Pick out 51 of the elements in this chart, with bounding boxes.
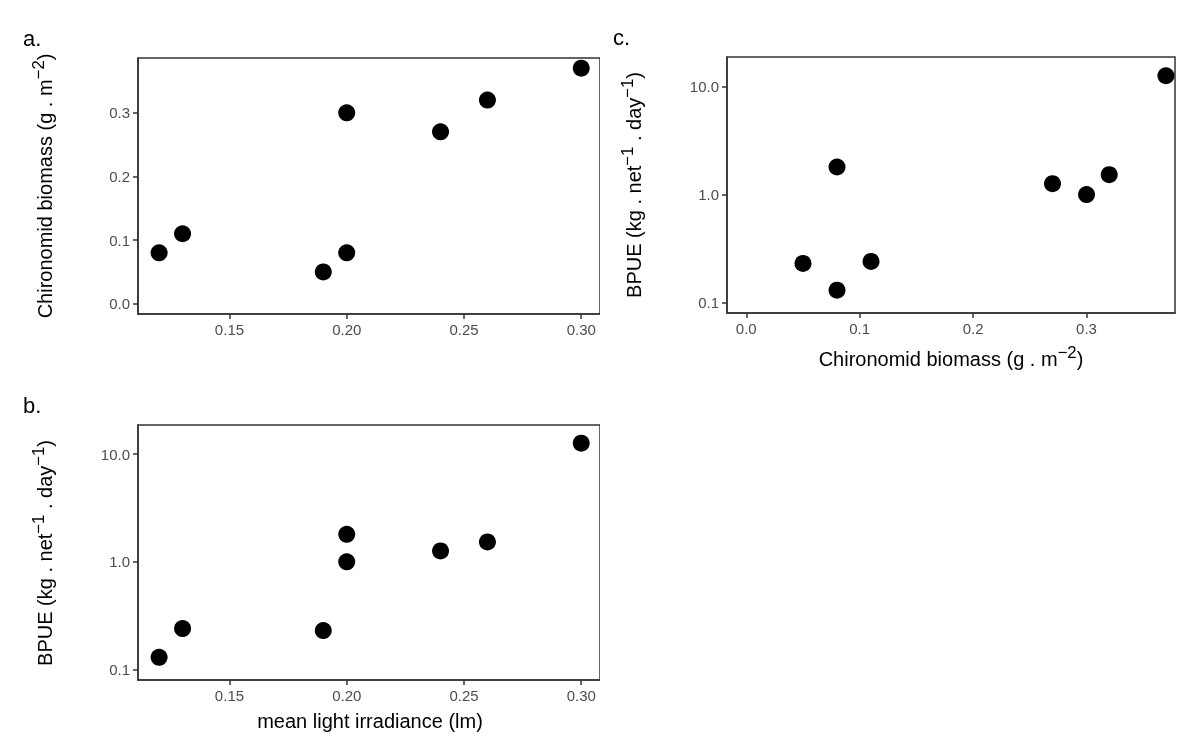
point bbox=[338, 553, 356, 571]
y-tick-label: 0.1 bbox=[109, 231, 130, 249]
point bbox=[1100, 166, 1118, 184]
point bbox=[572, 59, 590, 77]
point bbox=[174, 620, 192, 638]
y-tick-label: 10.0 bbox=[689, 78, 719, 96]
x-axis-title: Chironomid biomass (g . m$^{−2}$) bbox=[817, 343, 1085, 371]
y-tick-label: 0.2 bbox=[109, 167, 130, 185]
y-tick-label: 1.0 bbox=[698, 186, 719, 204]
x-tick-label: 0.1 bbox=[849, 320, 871, 337]
point bbox=[314, 622, 332, 640]
chart-title: c. bbox=[613, 24, 631, 50]
point bbox=[432, 123, 450, 141]
y-tick-label: 0.1 bbox=[109, 661, 130, 679]
y-tick-label: 1.0 bbox=[109, 553, 130, 571]
x-tick-label: 0.15 bbox=[214, 321, 245, 338]
x-tick-label: 0.20 bbox=[332, 321, 362, 338]
point bbox=[338, 104, 356, 122]
x-tick-label: 0.15 bbox=[214, 687, 245, 704]
point bbox=[828, 158, 846, 176]
point bbox=[478, 91, 496, 109]
y-tick-label: 10.0 bbox=[100, 445, 130, 463]
x-tick-label: 0.2 bbox=[962, 320, 984, 337]
point bbox=[314, 263, 332, 281]
x-tick-label: 0.30 bbox=[566, 687, 596, 704]
point bbox=[432, 542, 450, 560]
y-tick-label: 0.3 bbox=[109, 104, 130, 122]
point bbox=[1157, 67, 1175, 85]
point bbox=[150, 648, 168, 666]
x-tick-label: 0.3 bbox=[1076, 320, 1097, 337]
x-axis-title: mean light irradiance (lm) bbox=[256, 710, 484, 733]
point bbox=[478, 533, 496, 551]
point bbox=[174, 225, 192, 243]
x-tick-label: 0.30 bbox=[566, 321, 596, 338]
y-tick-label: 0.1 bbox=[698, 294, 719, 312]
point bbox=[794, 254, 812, 272]
x-tick-label: 0.25 bbox=[449, 321, 479, 338]
point bbox=[1078, 186, 1096, 204]
point bbox=[338, 525, 356, 543]
y-tick-label: 0.0 bbox=[109, 295, 130, 313]
point bbox=[572, 434, 590, 452]
chart-title: a. bbox=[23, 25, 42, 51]
chart-title: b. bbox=[23, 392, 42, 418]
x-tick-label: 0.25 bbox=[449, 687, 479, 704]
point bbox=[862, 252, 880, 270]
point bbox=[338, 244, 356, 262]
point bbox=[150, 244, 168, 262]
point bbox=[828, 281, 846, 299]
x-tick-label: 0.0 bbox=[735, 320, 757, 337]
point bbox=[1044, 175, 1062, 193]
x-tick-label: 0.20 bbox=[332, 687, 362, 704]
